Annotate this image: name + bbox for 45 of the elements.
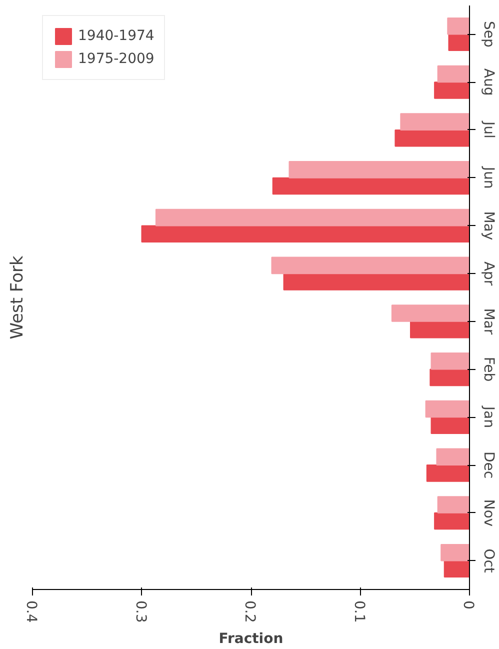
bar (430, 352, 470, 370)
y-tick-label: Mar (480, 308, 496, 335)
bar (437, 496, 470, 514)
y-tick-label: Dec (480, 451, 496, 479)
bar (426, 464, 470, 482)
bar (430, 416, 470, 434)
x-tick-label: 0.2 (242, 600, 258, 623)
bar (283, 273, 470, 290)
x-axis-title: Fraction (218, 630, 284, 647)
y-tick-label: Jul (480, 120, 496, 138)
y-tick-label: Oct (480, 548, 496, 574)
bar (437, 65, 470, 83)
bar (447, 17, 470, 35)
y-tick-label: Apr (480, 261, 496, 286)
bar (394, 129, 470, 147)
bar (434, 512, 470, 530)
bar (400, 113, 470, 130)
bar (272, 177, 470, 195)
y-tick-label: Nov (480, 499, 496, 527)
bar (436, 448, 470, 466)
bar (141, 225, 470, 242)
bar (391, 304, 470, 322)
bar (271, 256, 470, 274)
x-tick-label: 0.4 (23, 600, 39, 623)
y-tick-label: Jan (480, 405, 496, 428)
bar (434, 82, 470, 99)
bar (288, 161, 470, 178)
bar (425, 400, 470, 418)
y-tick-label: Jun (480, 166, 496, 189)
bar (430, 368, 470, 386)
legend-label: 1940-1974 (78, 28, 154, 44)
bar (444, 560, 470, 578)
y-tick-label: Aug (480, 68, 496, 96)
bar (440, 544, 470, 562)
bar (410, 320, 470, 338)
text: West Fork (8, 256, 28, 340)
legend-label: 1975-2009 (78, 51, 154, 67)
y-tick-label: Feb (480, 356, 496, 382)
bar (448, 34, 470, 51)
y-tick-label: Sep (480, 21, 496, 48)
x-tick-label: 0.1 (350, 600, 367, 623)
x-tick-label: 0 (460, 600, 476, 610)
x-tick-label: 0.3 (132, 600, 148, 623)
bar (155, 208, 470, 226)
y-tick-label: May (480, 211, 496, 240)
